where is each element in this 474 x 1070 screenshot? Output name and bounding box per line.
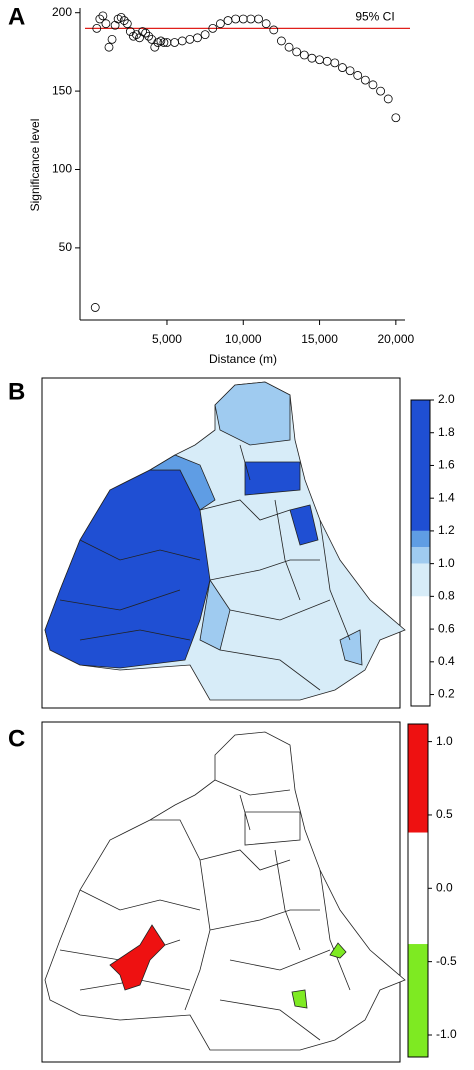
colorbar-band (411, 530, 430, 548)
point (223, 16, 233, 25)
panel-letter: C (8, 725, 25, 752)
point (254, 14, 263, 24)
y-tick-label: 100 (52, 162, 72, 176)
point (299, 50, 309, 60)
point (159, 38, 169, 47)
colorbar-tick-label: 0.2 (438, 687, 455, 701)
colorbar-tick-label: 1.2 (438, 523, 455, 537)
point (116, 13, 126, 22)
point (330, 58, 340, 68)
point (307, 53, 317, 63)
colorbar-band (411, 400, 430, 531)
x-tick-label: 5,000 (152, 332, 182, 346)
colorbar-band (411, 596, 430, 706)
point (322, 56, 332, 66)
colorbar-band (411, 547, 430, 564)
colorbar-tick-label: 0.5 (436, 807, 453, 821)
point (95, 14, 105, 24)
colorbar-tick-label: 1.4 (438, 490, 455, 504)
x-tick-label: 20,000 (377, 332, 414, 346)
point (177, 36, 187, 46)
colorbar-band (408, 724, 428, 833)
colorbar-tick-label: 1.0 (436, 734, 453, 748)
point (119, 16, 129, 25)
x-axis-label: Distance (m) (209, 352, 277, 366)
colorbar-tick-label: 0.4 (438, 654, 455, 668)
colorbar-frame (407, 723, 429, 1058)
point (269, 25, 279, 35)
point (277, 36, 286, 46)
point (132, 30, 141, 40)
y-axis-label: Significance level (28, 119, 42, 212)
colorbar-tick-label: 1.6 (438, 458, 455, 472)
point (92, 23, 102, 33)
point (215, 19, 225, 29)
point (246, 14, 256, 24)
point (147, 34, 157, 44)
point (391, 113, 401, 123)
colorbar-tick-label: -1.0 (436, 1027, 457, 1041)
point (90, 303, 100, 312)
point (193, 33, 202, 43)
colorbar-tick-label: 1.8 (438, 425, 455, 439)
point (284, 42, 294, 52)
point (368, 80, 378, 90)
point (125, 27, 135, 36)
point (107, 34, 117, 44)
point (376, 86, 385, 96)
x-tick-label: 15,000 (301, 332, 338, 346)
map-frame (41, 721, 401, 1063)
point (315, 55, 324, 65)
panel-letter: B (8, 378, 25, 405)
map-b (44, 381, 406, 701)
colorbar-tick-label: 2.0 (438, 392, 455, 406)
point (261, 19, 271, 29)
colorbar-band (408, 944, 428, 1057)
colorbar-frame (410, 399, 431, 707)
point (98, 11, 108, 21)
point (231, 14, 241, 24)
point (208, 23, 218, 33)
point (144, 31, 154, 41)
point (353, 71, 363, 80)
point (122, 19, 132, 29)
point (141, 28, 151, 38)
y-tick-label: 50 (59, 240, 73, 254)
point (238, 14, 248, 24)
y-tick-label: 200 (52, 5, 72, 19)
map-c (44, 731, 406, 1051)
x-tick-label: 10,000 (225, 332, 262, 346)
panel-letter: A (8, 3, 25, 30)
colorbar-tick-label: 1.0 (438, 556, 455, 570)
colorbar-band (408, 832, 428, 945)
reference-label: 95% CI (355, 10, 394, 24)
colorbar-tick-label: 0.8 (438, 589, 455, 603)
colorbar-tick-label: 0.6 (438, 621, 455, 635)
point (200, 30, 210, 40)
colorbar-tick-label: -0.5 (436, 954, 457, 968)
point (345, 66, 355, 76)
point (360, 75, 370, 85)
colorbar-tick-label: 0.0 (436, 880, 453, 894)
point (338, 63, 347, 72)
point (383, 94, 393, 104)
point (101, 19, 111, 29)
y-tick-label: 150 (52, 83, 72, 97)
point (170, 38, 180, 47)
point (185, 34, 195, 44)
point (292, 47, 302, 57)
point (150, 42, 160, 52)
point (104, 42, 114, 52)
map-frame (41, 377, 401, 709)
colorbar-band (411, 563, 430, 597)
